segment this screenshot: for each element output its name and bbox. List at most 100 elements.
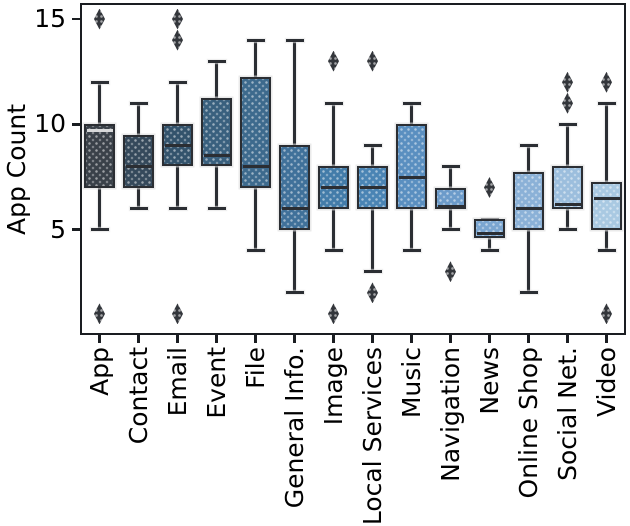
median-line-video	[593, 196, 620, 200]
median-line-navigation	[437, 204, 464, 208]
box-news	[474, 219, 505, 239]
median-line-local-services	[359, 186, 386, 190]
whisker-cap-low-contact	[129, 207, 148, 211]
whisker-cap-high-social-net	[558, 122, 577, 126]
whisker-cap-low-video	[597, 249, 616, 253]
box-social-net	[552, 166, 583, 209]
x-tick-label-file: File	[241, 347, 270, 389]
x-tick-email	[176, 335, 179, 343]
y-tick	[72, 17, 80, 21]
y-tick-label: 15	[34, 4, 66, 33]
whisker-cap-low-general-info	[285, 291, 304, 295]
median-line-online-shop	[515, 207, 542, 211]
whisker-cap-low-local-services	[363, 270, 382, 274]
median-line-music	[398, 175, 425, 179]
whisker-cap-high-general-info	[285, 38, 304, 42]
y-tick	[72, 123, 80, 126]
outlier-diamond-email	[172, 303, 183, 325]
median-line-email	[164, 143, 191, 147]
whisker-cap-low-app	[90, 228, 109, 232]
whisker-cap-low-image	[324, 249, 343, 253]
whisker-cap-low-file	[246, 249, 265, 253]
outlier-diamond-email	[172, 8, 183, 30]
x-tick-online-shop	[527, 335, 530, 343]
whisker-cap-high-image	[324, 101, 343, 105]
whisker-cap-low-social-net	[558, 228, 577, 232]
median-line-general-info	[281, 207, 308, 211]
outlier-diamond-local-services	[367, 282, 378, 304]
x-tick-general-info	[293, 335, 296, 343]
box-email	[162, 124, 193, 167]
x-tick-label-video: Video	[592, 347, 621, 418]
x-tick-music	[410, 335, 413, 343]
box-general-info	[279, 145, 310, 230]
x-tick-image	[332, 335, 335, 343]
x-tick-label-music: Music	[397, 347, 426, 419]
median-line-social-net	[554, 202, 581, 206]
x-tick-label-navigation: Navigation	[436, 347, 465, 482]
x-tick-label-local-services: Local Services	[358, 347, 387, 526]
outlier-diamond-app	[94, 303, 105, 325]
median-line-app	[86, 129, 113, 133]
x-tick-file	[254, 335, 257, 343]
y-tick	[72, 228, 80, 231]
y-tick-label: 10	[34, 109, 66, 139]
x-tick-social-net	[566, 335, 569, 343]
x-tick-label-app: App	[85, 347, 114, 396]
x-tick-app	[98, 335, 101, 343]
outlier-diamond-image	[328, 303, 339, 325]
x-tick-label-social-net: Social Net.	[553, 347, 582, 481]
outlier-diamond-news	[484, 177, 495, 199]
outlier-diamond-video	[601, 71, 612, 93]
whisker-cap-high-email	[168, 80, 187, 84]
whisker-cap-low-online-shop	[519, 291, 538, 295]
box-file	[240, 76, 271, 188]
whisker-video	[605, 103, 608, 251]
x-tick-news	[488, 335, 491, 343]
box-app	[84, 124, 115, 188]
whisker-cap-high-app	[90, 80, 109, 84]
box-online-shop	[513, 171, 544, 230]
y-tick-label: 5	[50, 214, 66, 244]
whisker-cap-low-event	[207, 207, 226, 211]
median-line-news	[476, 232, 503, 236]
median-line-file	[242, 164, 269, 168]
plot-area	[80, 3, 626, 335]
whisker-cap-low-email	[168, 207, 187, 211]
x-tick-event	[215, 335, 218, 343]
x-tick-label-email: Email	[163, 347, 192, 417]
x-tick-label-news: News	[475, 347, 504, 415]
whisker-cap-high-local-services	[363, 143, 382, 147]
whisker-cap-high-file	[246, 38, 265, 42]
outlier-diamond-navigation	[445, 261, 456, 283]
box-video	[591, 182, 622, 230]
x-tick-contact	[137, 335, 140, 343]
whisker-cap-high-navigation	[441, 164, 460, 168]
outlier-diamond-local-services	[367, 50, 378, 72]
box-music	[396, 124, 427, 209]
x-tick-label-contact: Contact	[124, 347, 153, 445]
whisker-cap-low-navigation	[441, 228, 460, 232]
box-contact	[123, 134, 154, 188]
outlier-diamond-video	[601, 303, 612, 325]
x-tick-navigation	[449, 335, 452, 343]
x-tick-label-online-shop: Online Shop	[514, 347, 543, 499]
whisker-cap-high-online-shop	[519, 143, 538, 147]
x-tick-label-image: Image	[319, 347, 348, 426]
median-line-event	[203, 154, 230, 158]
box-event	[201, 98, 232, 167]
outlier-diamond-image	[328, 50, 339, 72]
outlier-diamond-social-net	[562, 71, 573, 93]
x-tick-video	[605, 335, 608, 343]
x-tick-local-services	[371, 335, 374, 343]
outlier-diamond-social-net	[562, 92, 573, 114]
x-tick-label-general-info: General Info.	[280, 347, 309, 509]
whisker-cap-low-music	[402, 249, 421, 253]
whisker-cap-low-news	[480, 249, 499, 253]
whisker-cap-high-event	[207, 59, 226, 63]
outlier-diamond-app	[94, 8, 105, 30]
median-line-contact	[125, 164, 152, 168]
whisker-cap-high-contact	[129, 101, 148, 105]
median-line-image	[320, 186, 347, 190]
